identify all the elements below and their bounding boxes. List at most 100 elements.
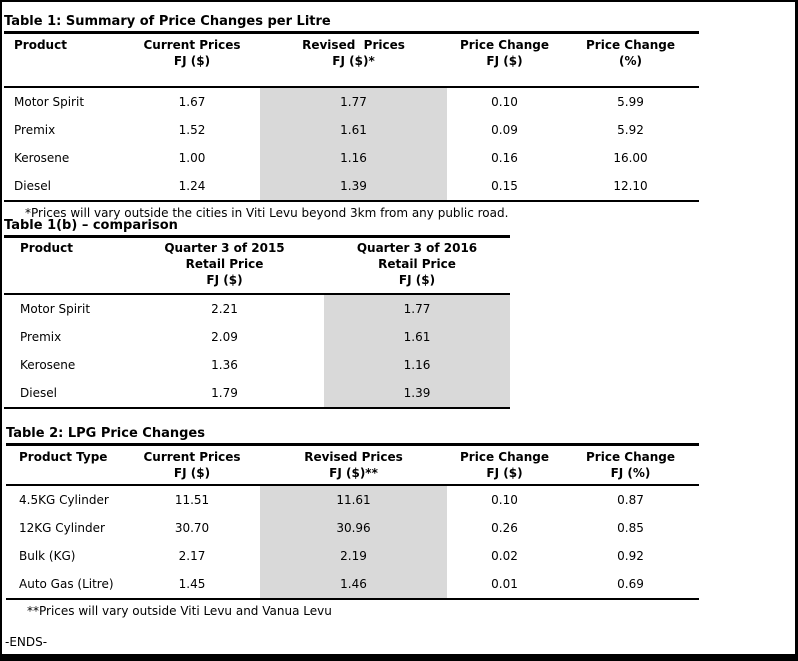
table1b-col-header-q3-2016: Quarter 3 of 2016 Retail Price FJ ($) xyxy=(324,240,510,288)
table-cell: 0.92 xyxy=(617,549,644,563)
table-cell: 0.09 xyxy=(491,123,518,137)
table-cell: 0.85 xyxy=(617,521,644,535)
table-cell: 0.87 xyxy=(617,493,644,507)
col-header-line: (%) xyxy=(619,54,642,68)
table2-footnote: **Prices will vary outside Viti Levu and… xyxy=(27,604,332,618)
table-cell-shaded: 1.39 xyxy=(260,172,447,200)
table-cell-shaded: 1.61 xyxy=(324,323,510,351)
table2-col-header-price-change-dollar: Price Change FJ ($) xyxy=(447,449,562,481)
table2-section: Table 2: LPG Price Changes Product Type … xyxy=(6,426,699,618)
ends-marker: -ENDS- xyxy=(5,635,48,649)
table-cell: 12.10 xyxy=(613,179,648,193)
table1-col-header-price-change-percent: Price Change (%) xyxy=(562,37,699,69)
col-header-line: Price Change xyxy=(586,38,675,52)
table1-body: Motor Spirit 1.67 1.77 0.10 5.99 Premix … xyxy=(4,88,699,202)
table1-header-row: Product Current Prices FJ ($) Revised Pr… xyxy=(4,34,699,88)
table-cell-shaded: 1.16 xyxy=(260,144,447,172)
table-cell: 0.01 xyxy=(491,577,518,591)
col-header-line: Price Change xyxy=(586,450,675,464)
row-label-cell: Motor Spirit xyxy=(20,302,91,316)
col-header-line: FJ ($) xyxy=(206,273,243,287)
row-label-cell: Bulk (KG) xyxy=(19,549,76,563)
table-cell-shaded: 1.61 xyxy=(260,116,447,144)
table-cell: 1.45 xyxy=(178,577,206,591)
table-cell: 5.92 xyxy=(617,123,644,137)
table-cell: 0.10 xyxy=(491,493,518,507)
table2-col-header-revised-prices: Revised Prices FJ ($)** xyxy=(260,449,447,481)
table-cell: 0.02 xyxy=(491,549,518,563)
col-header-line: Current Prices xyxy=(143,38,241,52)
row-label-cell: Diesel xyxy=(14,179,51,193)
table-cell: 11.51 xyxy=(174,493,210,507)
table-cell: 0.10 xyxy=(491,95,518,109)
table-cell: 5.99 xyxy=(617,95,644,109)
table-cell: 0.16 xyxy=(491,151,518,165)
table-cell-shaded: 30.96 xyxy=(260,514,447,542)
row-label-cell: Premix xyxy=(14,123,56,137)
col-header-line: FJ ($) xyxy=(486,54,523,68)
table1-col-header-product: Product xyxy=(4,37,124,69)
table-cell: 1.67 xyxy=(178,95,206,109)
col-header-line: Product xyxy=(20,241,73,255)
row-label-cell: Kerosene xyxy=(14,151,70,165)
table2-col-header-current-prices: Current Prices FJ ($) xyxy=(124,449,260,481)
col-header-line: FJ ($) xyxy=(486,466,523,480)
table1-footnote: *Prices will vary outside the cities in … xyxy=(25,206,509,220)
table1-col-header-current-prices: Current Prices FJ ($) xyxy=(124,37,260,69)
table-cell: 1.52 xyxy=(178,123,206,137)
table-cell: 1.00 xyxy=(178,151,206,165)
table-cell: 0.69 xyxy=(617,577,644,591)
table-cell: 1.36 xyxy=(211,358,238,372)
table2-body: 4.5KG Cylinder 11.51 11.61 0.10 0.87 12K… xyxy=(6,486,699,600)
row-label-cell: 4.5KG Cylinder xyxy=(19,493,109,507)
col-header-line: Current Prices xyxy=(143,450,241,464)
table-cell-shaded: 1.16 xyxy=(324,351,510,379)
row-label-cell: Kerosene xyxy=(20,358,76,372)
table2-col-header-price-change-percent: Price Change FJ (%) xyxy=(562,449,699,481)
table-cell: 2.17 xyxy=(178,549,206,563)
table-cell: 16.00 xyxy=(613,151,648,165)
row-label-cell: Auto Gas (Litre) xyxy=(19,577,114,591)
col-header-line: FJ ($)* xyxy=(332,54,375,68)
col-header-line: Retail Price xyxy=(185,257,264,271)
table-cell-shaded: 1.77 xyxy=(324,295,510,323)
table1-title: Table 1: Summary of Price Changes per Li… xyxy=(4,14,699,34)
col-header-line: FJ ($)** xyxy=(329,466,378,480)
table1b-col-header-q3-2015: Quarter 3 of 2015 Retail Price FJ ($) xyxy=(125,240,324,288)
row-label-cell: 12KG Cylinder xyxy=(19,521,105,535)
table1b-section: Table 1(b) – comparison Product Quarter … xyxy=(4,218,510,409)
table1-col-header-price-change-dollar: Price Change FJ ($) xyxy=(447,37,562,69)
col-header-line: FJ (%) xyxy=(610,466,651,480)
table1-section: Table 1: Summary of Price Changes per Li… xyxy=(4,14,699,220)
col-header-line: Revised Prices xyxy=(302,38,405,52)
table-cell-shaded: 1.46 xyxy=(260,570,447,598)
table-cell-shaded: 1.39 xyxy=(324,379,510,407)
table-cell: 2.09 xyxy=(211,330,238,344)
table2-header-row: Product Type Current Prices FJ ($) Revis… xyxy=(6,446,699,486)
table-cell: 0.26 xyxy=(491,521,518,535)
col-header-line: Price Change xyxy=(460,450,549,464)
col-header-line: FJ ($) xyxy=(173,466,211,480)
row-label-cell: Motor Spirit xyxy=(14,95,85,109)
table1-col-header-revised-prices: Revised Prices FJ ($)* xyxy=(260,37,447,69)
col-header-line: Price Change xyxy=(460,38,549,52)
table1b-title: Table 1(b) – comparison xyxy=(4,218,510,238)
col-header-line: FJ ($) xyxy=(173,54,211,68)
table1b-body: Motor Spirit 2.21 1.77 Premix 2.09 1.61 … xyxy=(4,295,510,409)
table-cell: 2.21 xyxy=(211,302,238,316)
row-label-cell: Diesel xyxy=(20,386,57,400)
col-header-line: Quarter 3 of 2016 xyxy=(356,241,478,255)
table2-col-header-product-type: Product Type xyxy=(6,449,124,481)
col-header-line: Quarter 3 of 2015 xyxy=(164,241,285,255)
table1b-header-row: Product Quarter 3 of 2015 Retail Price F… xyxy=(4,238,510,295)
col-header-line: Retail Price xyxy=(378,257,456,271)
col-header-line: Revised Prices xyxy=(304,450,403,464)
col-header-line: Product Type xyxy=(19,450,108,464)
table-cell: 1.79 xyxy=(211,386,238,400)
col-header-line: FJ ($) xyxy=(398,273,436,287)
table2-title: Table 2: LPG Price Changes xyxy=(6,426,699,446)
table-cell-shaded: 11.61 xyxy=(260,486,447,514)
table-cell: 1.24 xyxy=(178,179,206,193)
table-cell: 0.15 xyxy=(491,179,518,193)
